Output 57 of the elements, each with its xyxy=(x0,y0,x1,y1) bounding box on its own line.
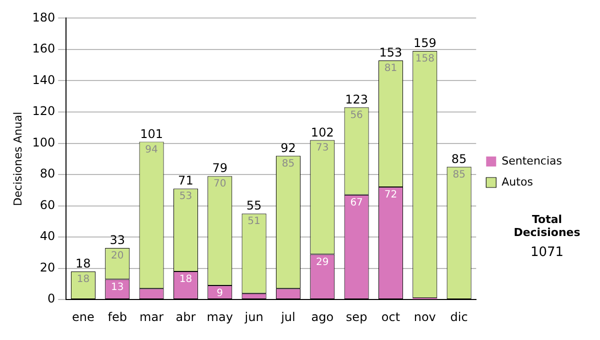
legend-label: Autos xyxy=(502,175,534,188)
x-tick-label: feb xyxy=(108,310,127,324)
x-tick-label: oct xyxy=(381,310,400,324)
data-label: 85 xyxy=(452,169,466,180)
data-label: 29 xyxy=(316,256,329,268)
x-tick-label: mar xyxy=(140,310,164,324)
x-tick-label: jul xyxy=(280,310,296,324)
text: Total Decisiones xyxy=(512,213,582,239)
y-tick-label: 40 xyxy=(40,229,56,244)
data-label: 18 xyxy=(179,274,192,286)
data-label: 51 xyxy=(248,216,260,228)
y-axis-title: Decisiones Anual xyxy=(11,112,24,206)
data-label: 158 xyxy=(415,54,434,65)
x-tick-label: jun xyxy=(244,310,264,324)
x-tick-label: ago xyxy=(311,310,334,324)
data-label: 53 xyxy=(179,191,192,202)
x-tick-label: ene xyxy=(72,310,94,324)
data-label: 73 xyxy=(316,142,329,154)
text: 1071 xyxy=(529,245,565,260)
data-label: 56 xyxy=(350,110,363,121)
total-label: 79 xyxy=(212,161,228,176)
total-label: 123 xyxy=(345,92,368,106)
x-tick-label: abr xyxy=(176,310,196,324)
total-label: 85 xyxy=(451,152,467,166)
total-label: 55 xyxy=(246,198,262,213)
y-tick-label: 80 xyxy=(40,166,56,181)
total-label: 18 xyxy=(76,256,91,271)
data-label: 13 xyxy=(110,282,124,293)
y-tick-label: 0 xyxy=(47,292,56,306)
y-tick-label: 120 xyxy=(32,104,56,118)
data-label: 18 xyxy=(76,274,90,286)
y-tick-label: 20 xyxy=(40,260,56,274)
y-tick-label: 100 xyxy=(32,135,56,150)
data-label: 85 xyxy=(282,158,295,170)
y-tick-label: 160 xyxy=(32,42,56,56)
data-label: 9 xyxy=(216,288,224,300)
data-label: 67 xyxy=(350,197,363,208)
data-label: 70 xyxy=(214,178,226,190)
total-label: 102 xyxy=(310,125,334,140)
data-label: 20 xyxy=(110,250,124,262)
data-label: 72 xyxy=(384,190,398,201)
data-label: 81 xyxy=(384,63,398,74)
legend-label: Sentencias xyxy=(502,154,562,168)
total-label: 101 xyxy=(140,126,163,141)
data-label: 94 xyxy=(145,144,158,156)
total-label: 71 xyxy=(178,174,194,188)
total-label: 33 xyxy=(110,233,125,248)
total-label: 92 xyxy=(280,140,296,155)
y-tick-label: 180 xyxy=(32,10,56,24)
x-tick-label: nov xyxy=(414,310,436,324)
total-label: 153 xyxy=(379,46,402,60)
total-label: 159 xyxy=(413,36,436,50)
y-tick-label: 60 xyxy=(40,198,56,212)
y-tick-label: 140 xyxy=(32,72,56,87)
x-tick-label: may xyxy=(206,310,233,324)
x-tick-label: sep xyxy=(346,310,368,324)
x-tick-label: dic xyxy=(450,310,468,324)
